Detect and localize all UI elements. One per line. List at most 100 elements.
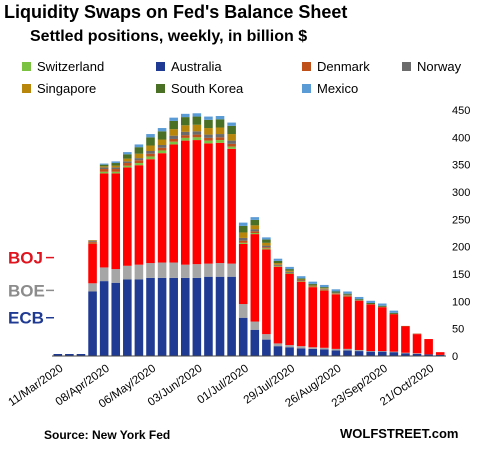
bar-segment [146,134,155,138]
bar-segment [192,124,202,132]
bar-segment [273,343,283,347]
bar-segment [215,142,225,264]
bar-segment [215,276,225,356]
bar-segment [169,144,178,263]
bar-segment [134,264,144,280]
bar-segment [99,164,109,167]
bar-segment [354,299,364,301]
bar-segment [227,122,236,126]
bar-segment [250,219,260,226]
bar-segment [273,265,283,267]
bar-segment [343,291,352,294]
bar-segment [204,276,213,356]
bar-segment [250,217,260,220]
bar-segment [273,260,283,264]
bar-segment [99,171,109,174]
bar-segment [331,291,341,293]
bar-segment [343,348,352,351]
bar-segment [111,282,121,356]
bar-segment [238,240,248,243]
bar-segment [354,349,364,352]
bar-segment [238,304,248,318]
annotation-label: BOE [8,281,45,300]
bar-segment [227,146,236,149]
bar-segment [250,234,260,322]
bar-segment [273,266,283,344]
annotation-label: BOJ [8,249,43,268]
legend-label: Singapore [37,81,96,96]
bar-segment [377,303,387,306]
y-tick-label: 0 [452,351,458,363]
bar-segment [238,237,248,241]
bar-segment [262,247,271,249]
y-tick-label: 400 [452,132,470,144]
bar-segment [204,134,213,138]
bar-segment [146,151,155,154]
bar-segment [169,138,178,142]
bar-segment [146,137,155,146]
bar-segment [227,276,236,356]
bar-segment [401,326,410,353]
bar-segment [88,241,97,243]
bar-segment [273,258,283,261]
bar-segment [157,262,167,278]
bar-segment [215,263,225,277]
bar-segment [296,278,306,280]
bar-segment [377,306,387,308]
bar-segment [401,352,410,354]
bar-segment [227,143,236,147]
bar-segment [320,289,329,290]
bar-segment [296,281,306,282]
bar-segment [354,300,364,301]
bar-segment [157,144,167,148]
bar-segment [343,350,352,356]
bar-segment [169,120,178,130]
bar-segment [308,285,318,287]
bar-segment [308,284,318,286]
bar-segment [250,233,260,235]
bar-segment [424,339,433,355]
bar-segment [412,333,422,335]
bar-segment [250,231,260,233]
legend-label: Switzerland [37,59,104,74]
bar-segment [123,158,132,162]
bar-segment [262,237,271,240]
bar-segment [343,295,352,296]
bar-segment [273,263,283,265]
legend-swatch [156,62,165,71]
bar-segment [192,137,202,141]
annotation-label: ECB [8,309,44,328]
bar-segment [157,147,167,151]
bar-segment [111,269,121,283]
bar-segment [192,113,202,117]
bar-segment [273,266,283,267]
bar-segment [204,128,213,135]
y-axis: 0 50 100 150 200 250 300 350 400 450 [52,105,470,363]
y-tick-label: 450 [452,105,470,117]
bar-segment [285,266,294,270]
bar-segment [331,293,341,295]
bar-segment [146,263,155,278]
bar-segment [343,296,352,349]
bar-segment [146,145,155,151]
bar-segment [180,137,190,141]
bar-segment [123,279,132,356]
bar-segment [366,304,375,305]
bar-segment [308,283,318,285]
bar-segment [192,277,202,356]
bar-segment [157,128,167,132]
bar-segment [401,353,410,356]
bar-segment [354,296,364,300]
bar-segment [111,167,121,170]
bar-segment [296,280,306,281]
bar-segment [401,325,410,327]
bar-segment [238,242,248,244]
bar-segment [123,154,132,159]
bar-segment [180,113,190,118]
bar-segment [215,119,225,128]
bar-segment [308,286,318,288]
bar-segment [262,248,271,250]
bar-segment [111,171,121,174]
bar-segment [99,166,109,168]
